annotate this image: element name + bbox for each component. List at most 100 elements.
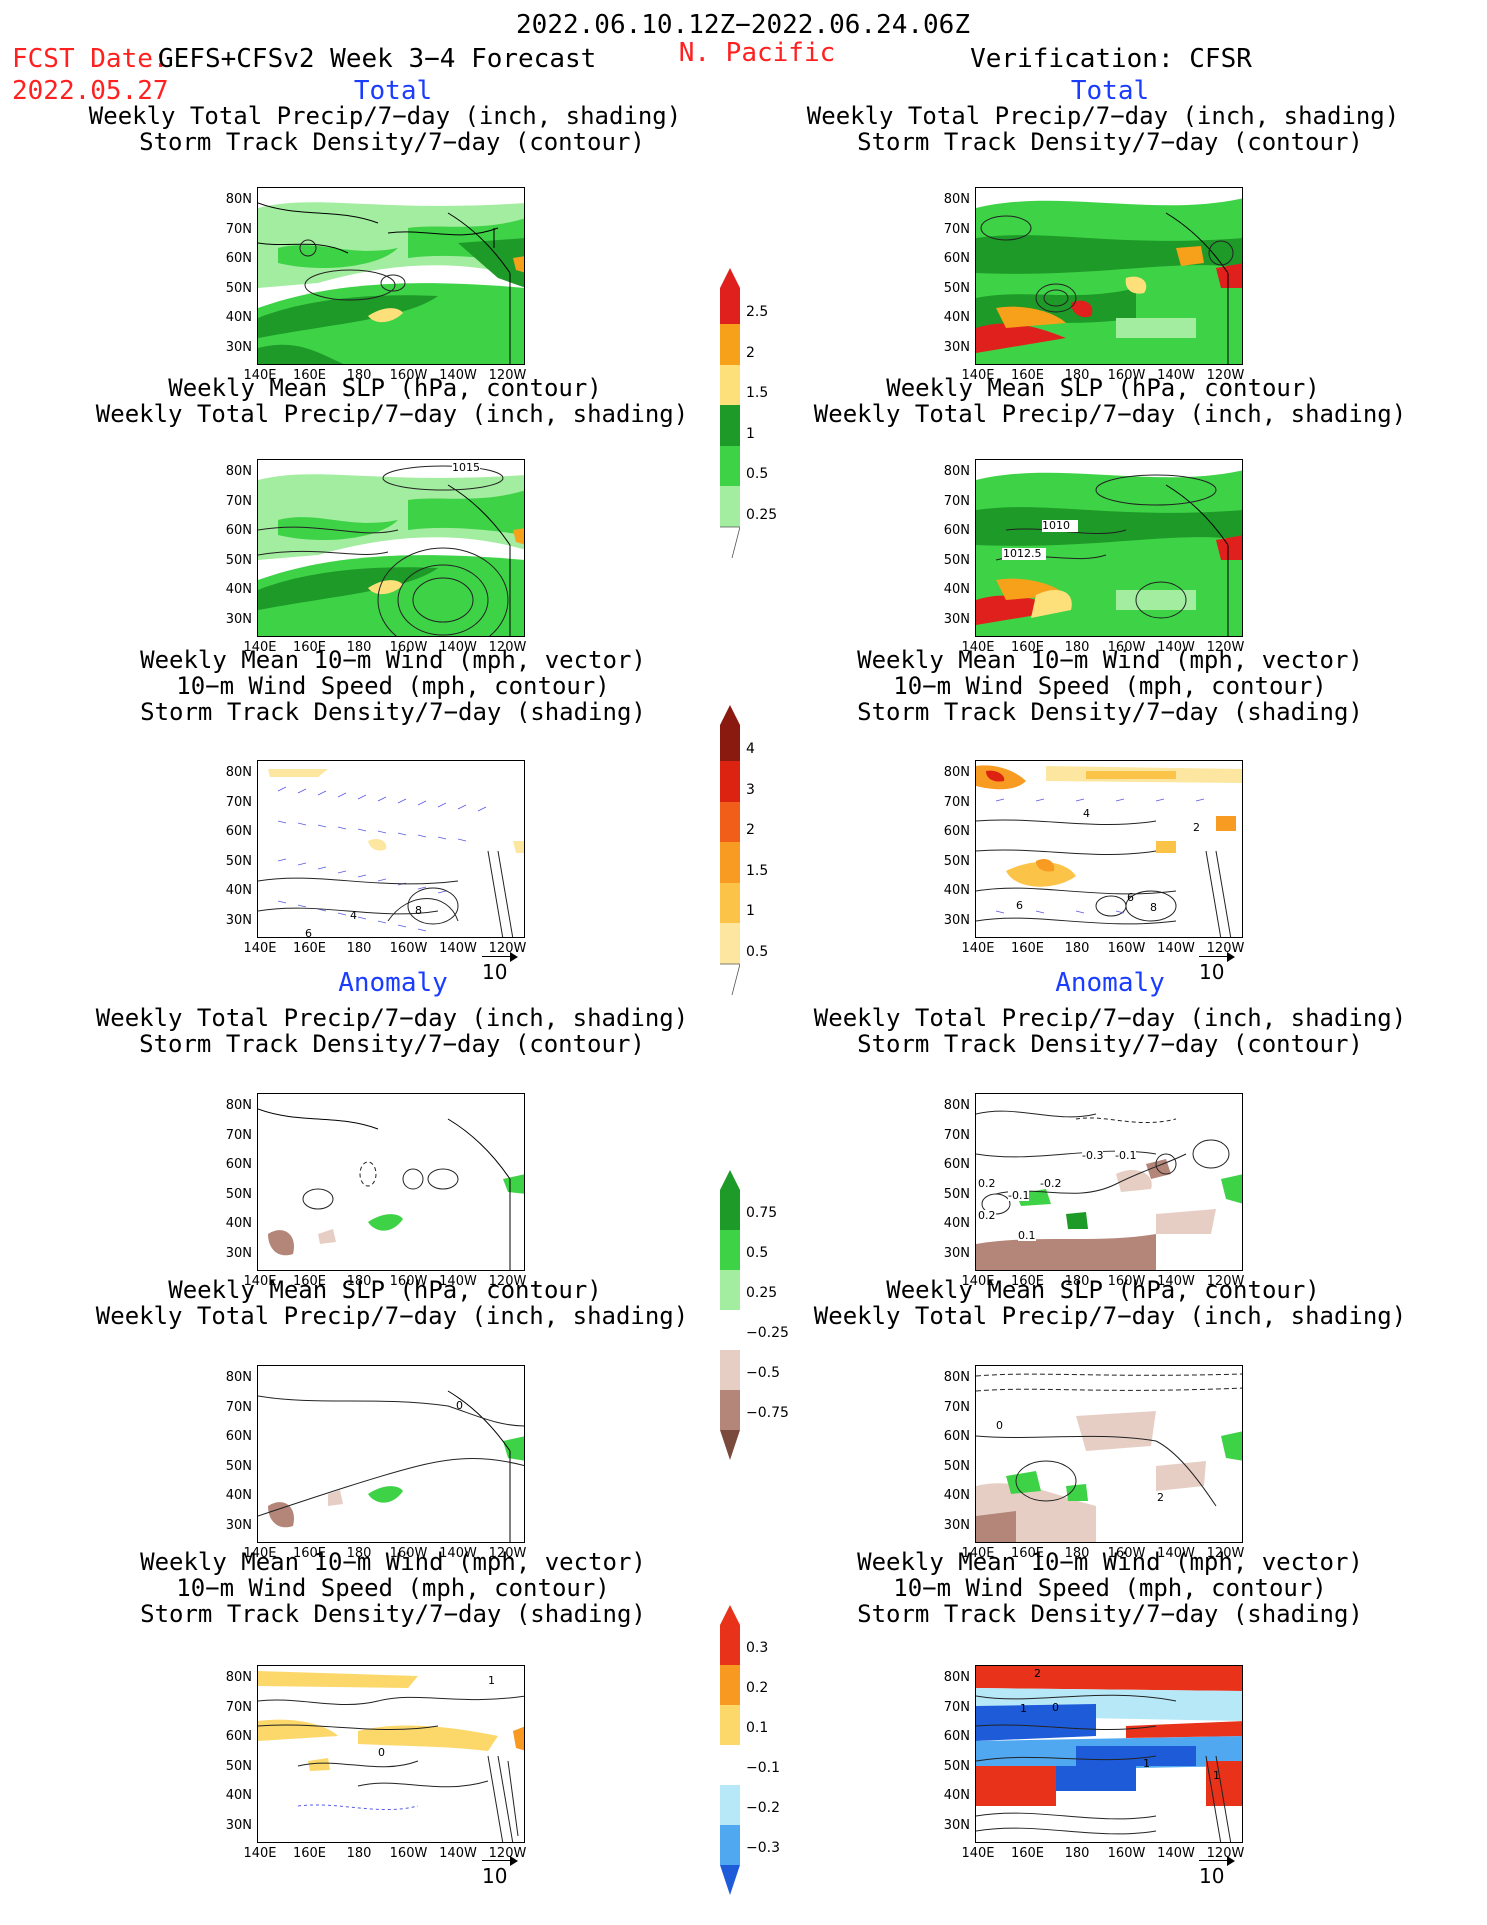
map-obs-anom-wind xyxy=(975,1665,1243,1843)
p4-title-line1: Weekly Total Precip/7−day (inch, shading… xyxy=(95,1004,689,1032)
lat-tick-label: 50N xyxy=(943,853,970,869)
cbar-precip-anom-label-6: −0.75 xyxy=(746,1405,789,1421)
lon-tick-label: 160W xyxy=(1107,941,1146,956)
fcst-date-label: FCST Date: xyxy=(12,44,169,74)
lon-tick-label: 160W xyxy=(1107,368,1146,383)
lon-tick-label: 180 xyxy=(1064,1546,1090,1561)
lon-tick-label: 180 xyxy=(346,640,372,655)
lat-tick-label: 60N xyxy=(943,824,970,839)
verification-label: Verification: CFSR xyxy=(970,44,1252,74)
cbar-precip-anom-label-3: 0.25 xyxy=(746,1285,778,1301)
lat-tick-label: 30N xyxy=(943,1517,970,1533)
vector-ref-value: 10 xyxy=(482,960,508,984)
contour-label-obs-slp-2: 1012.5 xyxy=(1003,547,1042,560)
p5-title-line2: Weekly Total Precip/7−day (inch, shading… xyxy=(95,1302,689,1330)
lon-tick-label: 160W xyxy=(389,368,428,383)
lat-tick-label: 70N xyxy=(225,493,252,509)
arrow-icon xyxy=(1199,952,1235,962)
lat-tick-label: 60N xyxy=(943,1157,970,1172)
lat-tick-label: 30N xyxy=(943,611,970,627)
cbar-precip-anom-label-2: 0.5 xyxy=(746,1245,769,1261)
map-obs-anom-slp-precip xyxy=(975,1365,1243,1543)
lon-tick-label: 120W xyxy=(488,941,527,956)
contour-label-obs-anom-precip-7: 0.2 xyxy=(978,1177,996,1190)
lon-tick-label: 140W xyxy=(1157,368,1195,383)
lon-tick-label: 120W xyxy=(488,640,527,655)
p6-title-line1: Weekly Mean 10−m Wind (mph, vector) xyxy=(140,1548,646,1576)
lon-tick-label: 120W xyxy=(1206,368,1245,383)
contour-label-obs-anom-wind-3: 0 xyxy=(1052,1701,1059,1714)
lat-tick-label: 80N xyxy=(225,192,252,207)
lat-tick-label: 40N xyxy=(225,310,252,325)
lon-tick-label: 140E xyxy=(243,640,277,655)
contour-label-obs-anom-precip-4: 0.2 xyxy=(978,1209,996,1222)
cbar-track-anom-label-4: −0.1 xyxy=(746,1760,780,1776)
lon-tick-label: 160W xyxy=(389,640,428,655)
lat-tick-label: 40N xyxy=(943,310,970,325)
lat-tick-label: 40N xyxy=(943,1216,970,1231)
cbar-precip-total-label-2: 2 xyxy=(746,345,755,361)
lat-tick-label: 30N xyxy=(943,1245,970,1261)
lon-tick-label: 160E xyxy=(1010,941,1045,956)
p2-title-line2: Weekly Total Precip/7−day (inch, shading… xyxy=(95,400,689,428)
lon-tick-label: 160E xyxy=(1010,1274,1045,1289)
lat-tick-label: 60N xyxy=(943,1429,970,1444)
cbar-track-total-label-1: 4 xyxy=(746,741,755,757)
lon-tick-label: 160E xyxy=(292,941,327,956)
lat-tick-label: 80N xyxy=(943,1670,970,1685)
lon-tick-label: 140W xyxy=(1157,941,1195,956)
p10-title-line1: Weekly Total Precip/7−day (inch, shading… xyxy=(813,1004,1407,1032)
lon-tick-label: 180 xyxy=(1064,1274,1090,1289)
lat-tick-label: 80N xyxy=(225,1370,252,1385)
lon-tick-label: 120W xyxy=(488,1546,527,1561)
p11-title-line1: Weekly Mean SLP (hPa, contour) xyxy=(886,1276,1320,1304)
vector-ref-value: 10 xyxy=(1199,960,1225,984)
lat-tick-label: 80N xyxy=(943,1098,970,1113)
lat-tick-label: 30N xyxy=(225,1517,252,1533)
lat-tick-label: 30N xyxy=(225,1245,252,1261)
lon-tick-label: 140E xyxy=(243,941,277,956)
lat-tick-label: 50N xyxy=(225,1458,252,1474)
map-fcst-total-slp-precip xyxy=(257,459,525,637)
p6-title-line2: 10−m Wind Speed (mph, contour) xyxy=(176,1574,610,1602)
contour-label-obs-anom-precip-5: -0.2 xyxy=(1040,1177,1062,1190)
lat-tick-label: 50N xyxy=(225,280,252,296)
colorbar-precip-total xyxy=(720,268,741,562)
section-total-left: Total xyxy=(353,76,433,106)
contour-label-obs-wind-3: 6 xyxy=(1016,899,1023,912)
lat-tick-label: 70N xyxy=(943,493,970,509)
vector-ref-fcst-anom: 10 xyxy=(482,1856,518,1886)
colorbar-precip-anom xyxy=(720,1170,740,1464)
map-fcst-anom-wind xyxy=(257,1665,525,1843)
p5-title-line1: Weekly Mean SLP (hPa, contour) xyxy=(168,1276,602,1304)
lon-tick-label: 180 xyxy=(1064,368,1090,383)
lon-tick-label: 120W xyxy=(488,368,527,383)
cbar-precip-anom-label-1: 0.75 xyxy=(746,1205,778,1221)
lat-tick-label: 60N xyxy=(225,1157,252,1172)
cbar-precip-anom-label-4: −0.25 xyxy=(746,1325,789,1341)
lat-tick-label: 70N xyxy=(225,1699,252,1715)
p8-title-line2: Weekly Total Precip/7−day (inch, shading… xyxy=(813,400,1407,428)
cbar-track-total-label-5: 1 xyxy=(746,903,755,919)
lat-tick-label: 60N xyxy=(225,523,252,538)
lat-tick-label: 80N xyxy=(225,1098,252,1113)
lon-tick-label: 120W xyxy=(1206,1546,1245,1561)
cbar-track-anom-label-1: 0.3 xyxy=(746,1640,769,1656)
map-obs-anom-precip-track xyxy=(975,1093,1243,1271)
lat-tick-label: 50N xyxy=(943,280,970,296)
lon-tick-label: 140E xyxy=(961,1546,995,1561)
lon-tick-label: 160W xyxy=(1107,640,1146,655)
lon-tick-label: 160E xyxy=(292,640,327,655)
lat-tick-label: 30N xyxy=(225,1817,252,1833)
lon-tick-label: 120W xyxy=(1206,941,1245,956)
section-total-right: Total xyxy=(1070,76,1150,106)
lat-tick-label: 30N xyxy=(943,1817,970,1833)
lat-tick-label: 60N xyxy=(943,523,970,538)
lat-tick-label: 60N xyxy=(225,1429,252,1444)
contour-label-obs-anom-wind-2: 1 xyxy=(1020,1702,1027,1715)
lat-tick-label: 70N xyxy=(943,1699,970,1715)
lon-tick-label: 120W xyxy=(1206,1274,1245,1289)
p9-title-line3: Storm Track Density/7−day (shading) xyxy=(857,698,1363,726)
lon-tick-label: 160E xyxy=(1010,368,1045,383)
lat-tick-label: 80N xyxy=(225,464,252,479)
